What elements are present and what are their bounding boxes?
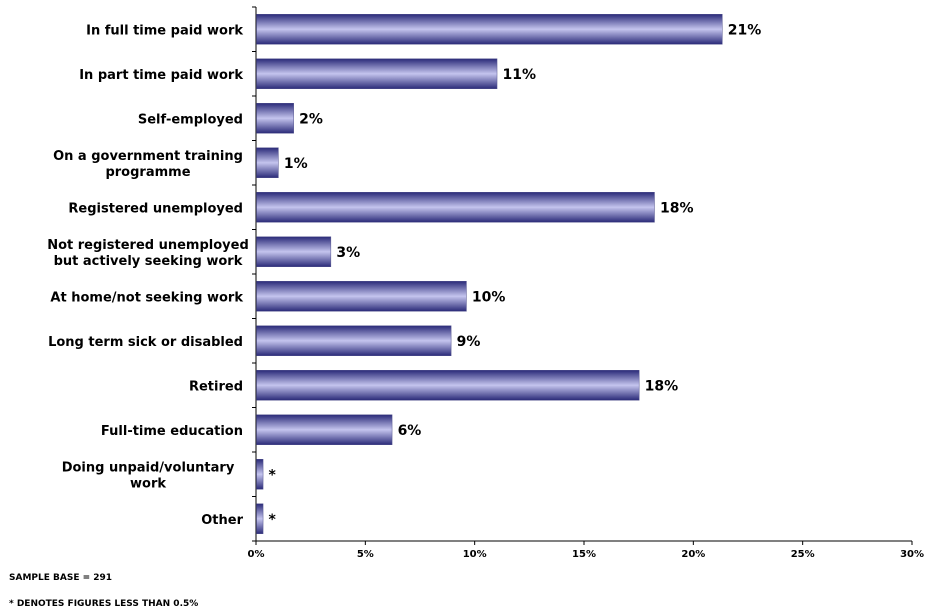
category-label: Not registered unemployed but actively se… [47, 238, 249, 269]
value-label: 11% [503, 67, 537, 83]
bar [256, 14, 723, 45]
category-label: Self-employed [138, 112, 243, 127]
category-label: Long term sick or disabled [48, 335, 243, 350]
category-label: Full-time education [101, 424, 243, 439]
value-label: * [269, 467, 277, 483]
category-label: Doing unpaid/voluntary work [62, 460, 235, 491]
x-tick-labels: 0% 5% 10% 15% 20% 25% 30% [248, 549, 924, 560]
sample-base-note: SAMPLE BASE = 291 [9, 573, 113, 583]
bar [256, 370, 640, 401]
bar [256, 147, 279, 178]
bar [256, 503, 264, 534]
category-label: In part time paid work [79, 68, 243, 83]
value-label: 10% [472, 289, 506, 305]
value-label: 18% [660, 200, 694, 216]
category-label: On a government training programme [53, 149, 243, 180]
x-tick-label: 5% [357, 549, 374, 560]
bar [256, 414, 393, 445]
category-label: At home/not seeking work [50, 290, 243, 305]
x-tick-label: 0% [248, 549, 265, 560]
bar [256, 325, 452, 356]
value-label: 21% [728, 22, 762, 38]
value-label: 18% [645, 378, 679, 394]
value-label: 9% [457, 334, 481, 350]
asterisk-footnote: * DENOTES FIGURES LESS THAN 0.5% [9, 599, 199, 609]
category-label: In full time paid work [86, 23, 243, 38]
category-labels: In full time paid work In part time paid … [47, 23, 249, 528]
bar [256, 192, 655, 223]
value-label: 3% [336, 245, 360, 261]
value-label: * [269, 512, 277, 528]
value-label: 6% [398, 423, 422, 439]
bar [256, 103, 294, 134]
value-labels: 21% 11% 2% 1% 18% 3% 10% 9% 18% 6% * * [269, 22, 762, 528]
category-label: Registered unemployed [68, 201, 243, 216]
bar [256, 281, 467, 312]
x-tick-label: 20% [681, 549, 705, 560]
category-label: Other [201, 513, 243, 528]
chart-axes [252, 6, 913, 545]
bar [256, 459, 264, 490]
x-tick-label: 25% [791, 549, 815, 560]
x-tick-label: 10% [463, 549, 487, 560]
bar-chart: In full time paid work In part time paid … [47, 6, 924, 560]
x-tick-label: 30% [900, 549, 924, 560]
value-label: 1% [284, 156, 308, 172]
bar [256, 58, 498, 89]
value-label: 2% [299, 111, 323, 127]
bar [256, 236, 332, 267]
x-tick-label: 15% [572, 549, 596, 560]
chart-bars [256, 14, 723, 534]
category-label: Retired [189, 379, 243, 394]
